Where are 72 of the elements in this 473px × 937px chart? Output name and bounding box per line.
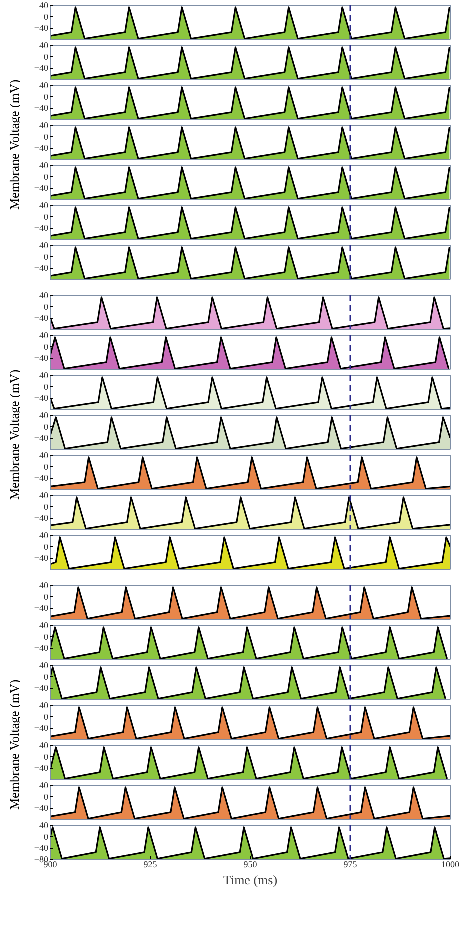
y-tick-label: 40	[40, 660, 49, 670]
y-tick-label: −40	[34, 723, 49, 734]
y-tick-label: −40	[34, 683, 49, 694]
y-tick-label: 0	[44, 502, 49, 512]
y-tick-label: −40	[34, 143, 49, 154]
y-tick-label: 40	[40, 410, 49, 420]
y-tick-label: 40	[40, 580, 49, 590]
y-tick-label: −40	[34, 843, 49, 854]
x-tick-label: 1000	[442, 860, 460, 870]
y-tick-label: −40	[34, 353, 49, 364]
y-tick-label: 0	[44, 12, 49, 22]
y-tick-label: −40	[34, 313, 49, 324]
y-tick-label: −80	[34, 854, 49, 864]
y-tick-label: −40	[34, 103, 49, 114]
y-tick-label: 40	[40, 620, 49, 630]
y-tick-label: 40	[40, 200, 49, 210]
x-axis-title: Time (ms)	[223, 872, 278, 888]
y-tick-label: −40	[34, 23, 49, 34]
x-tick-label: 975	[344, 860, 358, 870]
y-tick-label: 0	[44, 672, 49, 682]
y-tick-label: 40	[40, 780, 49, 790]
y-tick-label: −40	[34, 513, 49, 524]
y-tick-label: 40	[40, 240, 49, 250]
x-tick-label: 925	[144, 860, 158, 870]
y-tick-label: 40	[40, 40, 49, 50]
y-tick-label: 40	[40, 0, 49, 10]
y-axis-title: Membrane Voltage (mV)	[6, 80, 23, 210]
y-tick-label: 40	[40, 700, 49, 710]
y-tick-label: 0	[44, 382, 49, 392]
y-tick-label: −40	[34, 763, 49, 774]
y-tick-label: 0	[44, 342, 49, 352]
y-tick-label: −40	[34, 263, 49, 274]
y-axis-title: Membrane Voltage (mV)	[6, 370, 23, 500]
y-tick-label: 0	[44, 172, 49, 182]
y-tick-label: 40	[40, 490, 49, 500]
y-tick-label: 0	[44, 212, 49, 222]
y-tick-label: −40	[34, 473, 49, 484]
y-tick-label: 40	[40, 330, 49, 340]
y-tick-label: 0	[44, 792, 49, 802]
y-tick-label: 0	[44, 92, 49, 102]
y-tick-label: 40	[40, 160, 49, 170]
y-tick-label: −40	[34, 183, 49, 194]
y-tick-label: −40	[34, 223, 49, 234]
y-tick-label: −40	[34, 63, 49, 74]
y-tick-label: −40	[34, 643, 49, 654]
y-tick-label: 40	[40, 80, 49, 90]
y-tick-label: 0	[44, 132, 49, 142]
x-tick-label: 950	[244, 860, 258, 870]
y-tick-label: 40	[40, 290, 49, 300]
y-tick-label: 0	[44, 632, 49, 642]
y-tick-label: −40	[34, 393, 49, 404]
y-tick-label: −40	[34, 803, 49, 814]
y-tick-label: 40	[40, 450, 49, 460]
y-tick-label: 40	[40, 370, 49, 380]
y-tick-label: 0	[44, 712, 49, 722]
y-tick-label: −40	[34, 433, 49, 444]
y-tick-label: 0	[44, 832, 49, 842]
y-tick-label: 40	[40, 120, 49, 130]
y-tick-label: 40	[40, 740, 49, 750]
y-tick-label: 0	[44, 302, 49, 312]
y-tick-label: 0	[44, 542, 49, 552]
y-tick-label: 0	[44, 252, 49, 262]
y-tick-label: −40	[34, 603, 49, 614]
y-tick-label: 0	[44, 752, 49, 762]
y-tick-label: 0	[44, 462, 49, 472]
y-tick-label: 40	[40, 820, 49, 830]
y-tick-label: 0	[44, 52, 49, 62]
y-tick-label: 0	[44, 422, 49, 432]
y-axis-title: Membrane Voltage (mV)	[6, 680, 23, 810]
y-tick-label: 0	[44, 592, 49, 602]
y-tick-label: −40	[34, 553, 49, 564]
y-tick-label: 40	[40, 530, 49, 540]
